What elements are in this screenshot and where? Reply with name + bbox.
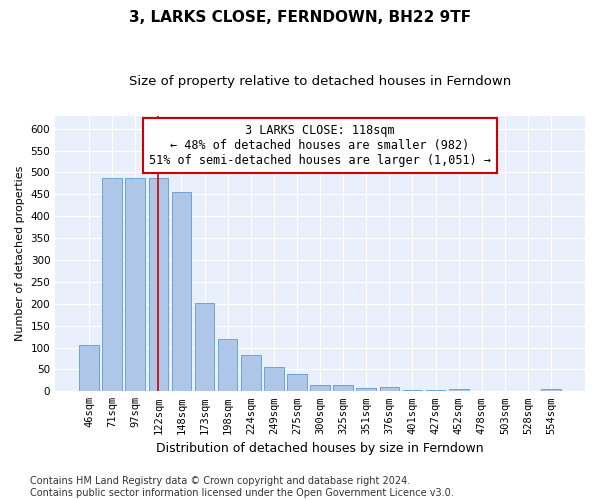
Bar xyxy=(426,390,445,392)
X-axis label: Distribution of detached houses by size in Ferndown: Distribution of detached houses by size … xyxy=(156,442,484,455)
Bar xyxy=(449,389,469,392)
Bar xyxy=(264,367,284,392)
Bar xyxy=(380,387,399,392)
Bar xyxy=(79,346,99,392)
Bar xyxy=(287,374,307,392)
Bar xyxy=(403,390,422,392)
Bar xyxy=(125,178,145,392)
Bar xyxy=(310,385,330,392)
Text: 3, LARKS CLOSE, FERNDOWN, BH22 9TF: 3, LARKS CLOSE, FERNDOWN, BH22 9TF xyxy=(129,10,471,25)
Bar xyxy=(241,355,260,392)
Bar xyxy=(103,178,122,392)
Title: Size of property relative to detached houses in Ferndown: Size of property relative to detached ho… xyxy=(129,75,511,88)
Text: Contains HM Land Registry data © Crown copyright and database right 2024.
Contai: Contains HM Land Registry data © Crown c… xyxy=(30,476,454,498)
Y-axis label: Number of detached properties: Number of detached properties xyxy=(15,166,25,341)
Bar xyxy=(356,388,376,392)
Bar xyxy=(218,339,238,392)
Bar xyxy=(172,192,191,392)
Text: 3 LARKS CLOSE: 118sqm
← 48% of detached houses are smaller (982)
51% of semi-det: 3 LARKS CLOSE: 118sqm ← 48% of detached … xyxy=(149,124,491,167)
Bar xyxy=(541,389,561,392)
Bar xyxy=(195,303,214,392)
Bar xyxy=(334,384,353,392)
Bar xyxy=(149,178,168,392)
